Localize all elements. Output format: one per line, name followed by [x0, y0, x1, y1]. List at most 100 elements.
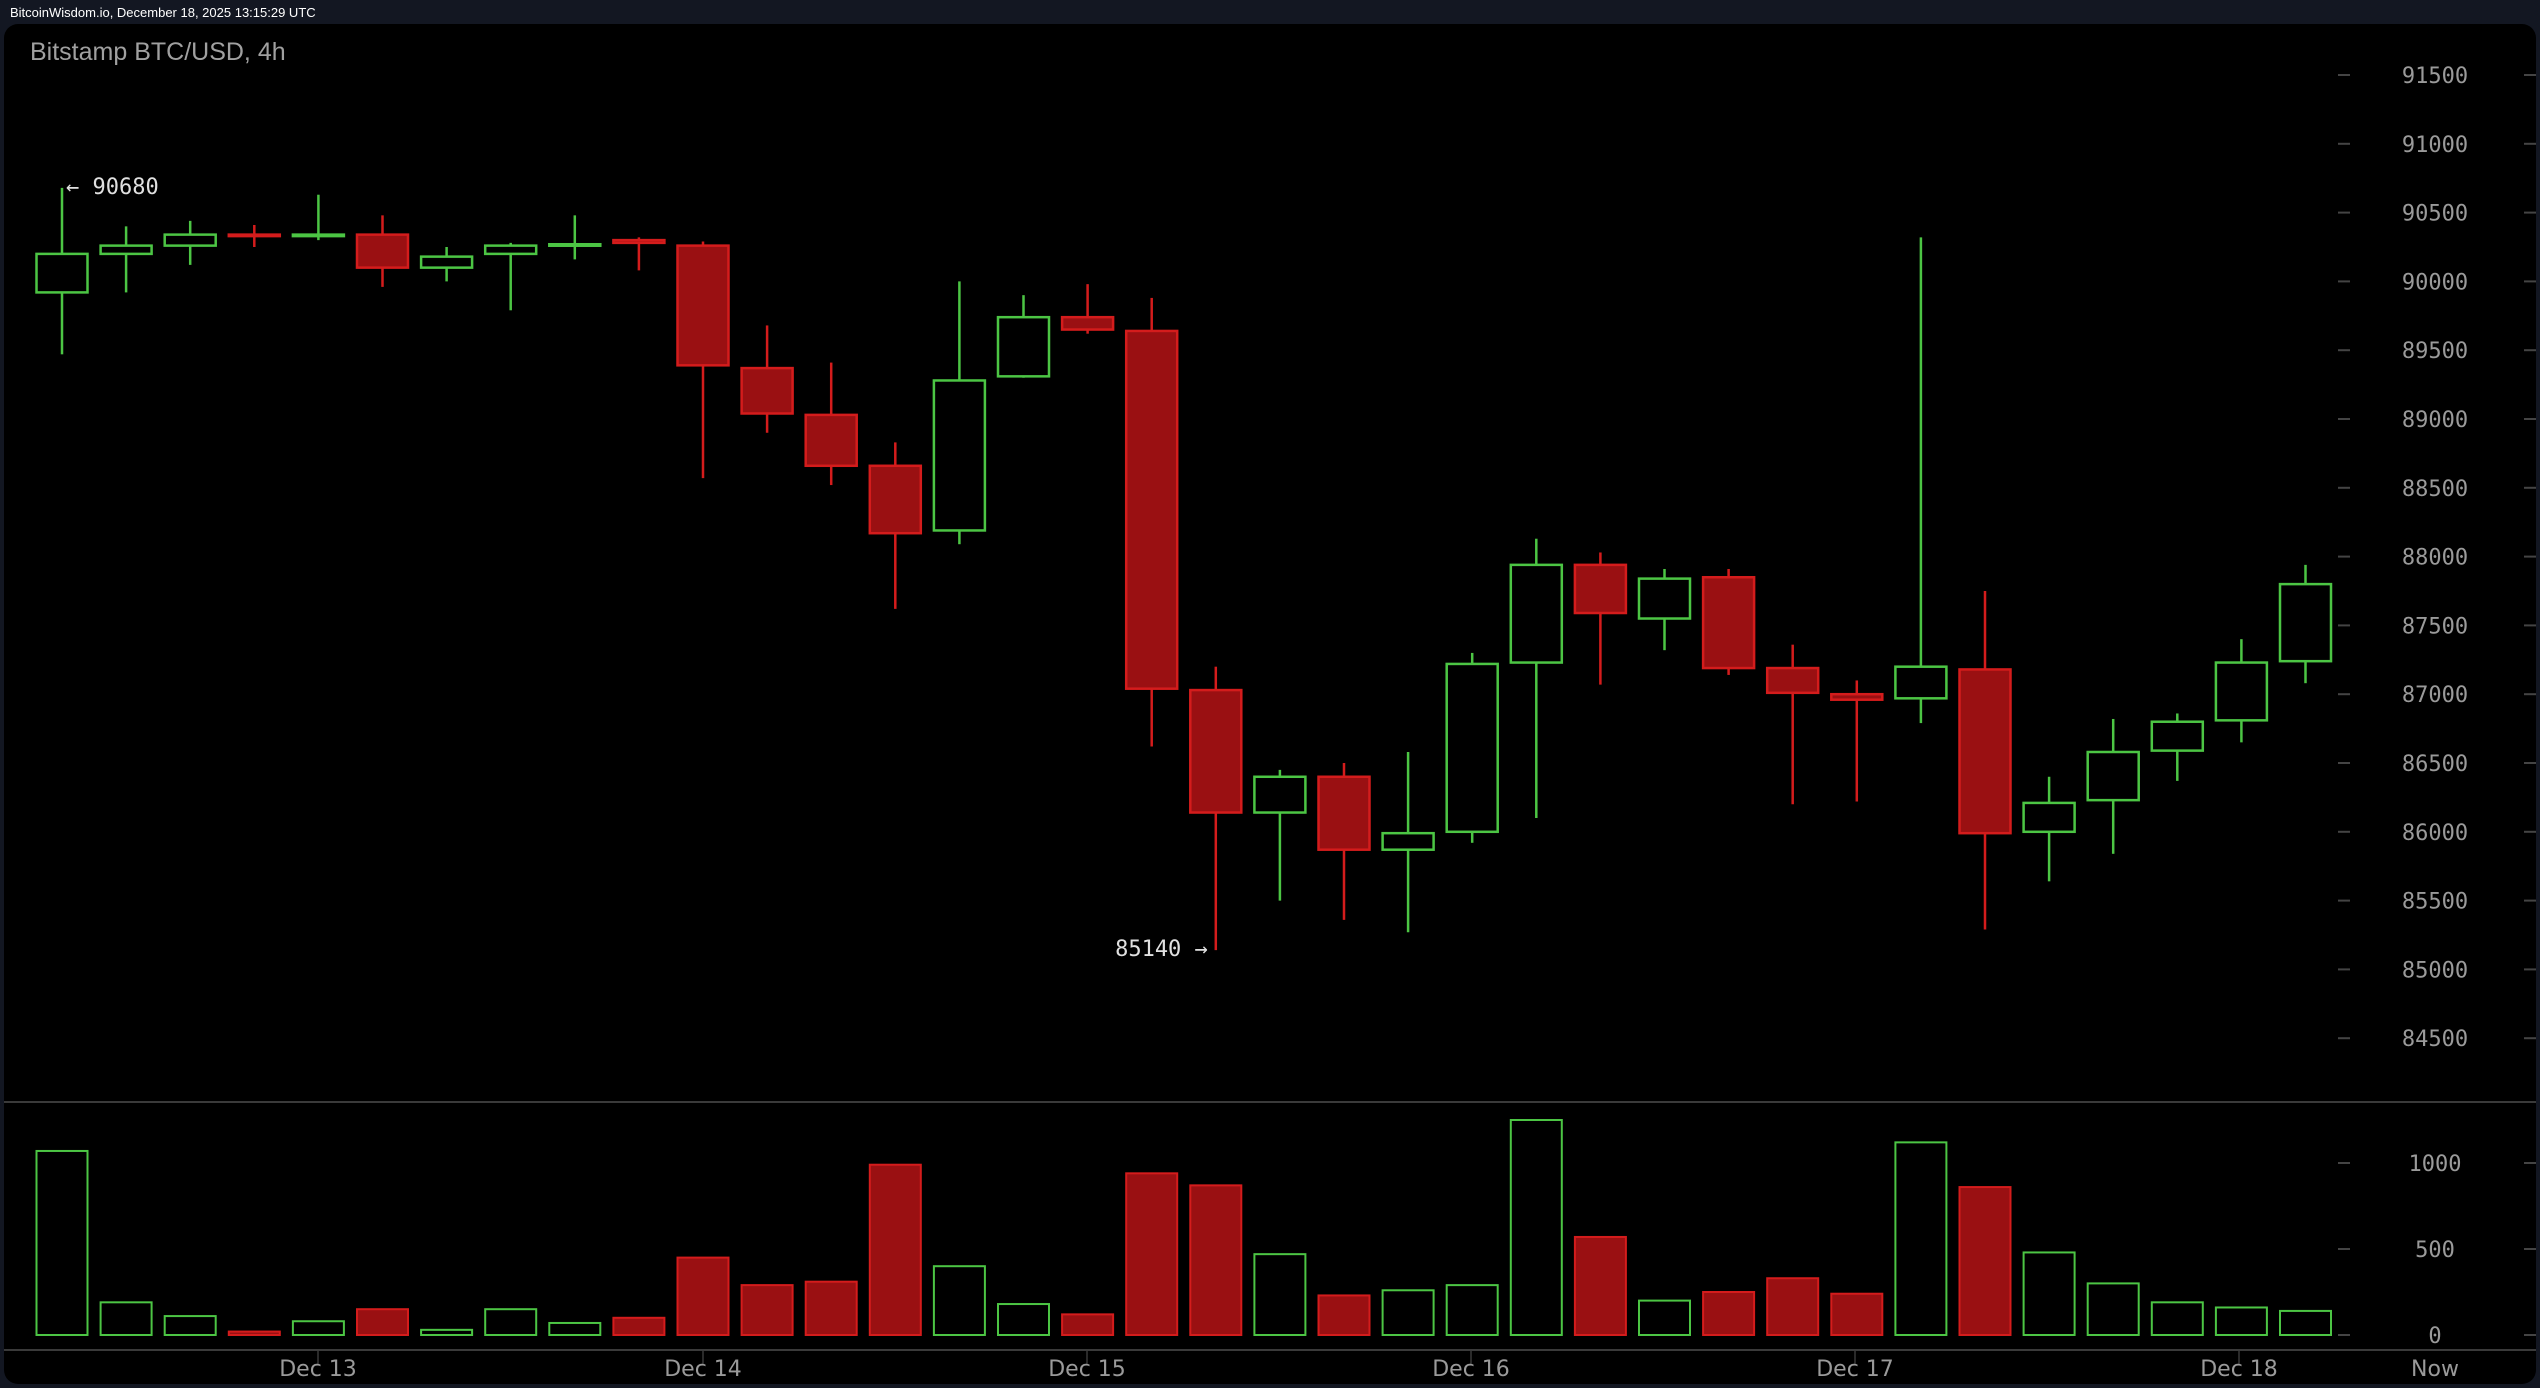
price-tick-label: 84500 [2402, 1027, 2468, 1052]
bullish-candle[interactable] [1894, 237, 1948, 724]
bearish-candle[interactable] [740, 325, 794, 433]
bullish-candle[interactable] [2278, 564, 2333, 684]
volume-bar [612, 1316, 666, 1337]
bullish-candle[interactable] [996, 295, 1051, 378]
price-axis: 91500 91000 90500 90000 89500 89000 88500 88000… [2338, 64, 2536, 1052]
volume-tick-label: 0 [2428, 1324, 2441, 1349]
volume-bar [1766, 1277, 1820, 1336]
bullish-candle[interactable] [2022, 776, 2076, 882]
price-annotations: ← 90680 85140 → [66, 175, 1208, 962]
bearish-candle[interactable] [1958, 591, 2012, 930]
volume-bar [997, 1303, 1050, 1337]
date-label: Dec 15 [1048, 1357, 1126, 1382]
price-tick-label: 85500 [2402, 890, 2468, 915]
bullish-candle[interactable] [2150, 713, 2205, 781]
panel-separator [4, 1101, 2536, 1351]
price-tick-label: 90000 [2402, 270, 2468, 295]
price-tick-label: 87000 [2402, 683, 2468, 708]
bullish-candle[interactable] [483, 242, 538, 311]
volume-bar [484, 1308, 538, 1336]
chart-title: Bitstamp BTC/USD, 4h [30, 38, 286, 66]
high-price-label: ← 90680 [66, 175, 159, 200]
candlestick-chart: 91500 91000 90500 90000 89500 89000 88500 88000… [4, 64, 2536, 1382]
volume-bar [740, 1284, 794, 1336]
volume-bar [1253, 1253, 1307, 1337]
price-tick-label: 89500 [2402, 339, 2468, 364]
bearish-candle[interactable] [868, 442, 923, 609]
time-axis: Dec 13 Dec 14 Dec 15 Dec 16 Dec 17 Dec 18 Now [279, 1351, 2459, 1382]
volume-bar [356, 1308, 409, 1336]
bearish-candle[interactable] [1701, 568, 1756, 675]
volume-layer [35, 1119, 2332, 1337]
bullish-candle[interactable] [2086, 718, 2140, 854]
bearish-candle[interactable] [804, 362, 858, 486]
bearish-candle[interactable] [612, 237, 666, 271]
volume-tick-label: 500 [2415, 1238, 2455, 1263]
source-timestamp: BitcoinWisdom.io, December 18, 2025 13:1… [10, 5, 316, 20]
volume-bar [932, 1265, 986, 1336]
bearish-candle[interactable] [1060, 284, 1115, 334]
bullish-candle[interactable] [35, 187, 89, 355]
bearish-candle[interactable] [1124, 297, 1179, 747]
volume-bar [2022, 1251, 2076, 1336]
date-label: Dec 13 [279, 1357, 357, 1382]
price-tick-label: 88500 [2402, 477, 2468, 502]
volume-bar [1573, 1235, 1627, 1336]
bullish-candle[interactable] [548, 215, 602, 260]
volume-bar [35, 1149, 89, 1336]
bullish-candle[interactable] [419, 247, 474, 282]
source-bar: BitcoinWisdom.io, December 18, 2025 13:1… [0, 0, 2540, 24]
volume-bar [1317, 1294, 1371, 1336]
volume-bar [99, 1301, 153, 1336]
volume-bar [1445, 1284, 1499, 1336]
volume-bar [1125, 1172, 1179, 1336]
bearish-candle[interactable] [1573, 552, 1628, 685]
now-label: Now [2411, 1357, 2459, 1382]
bearish-candle[interactable] [1317, 763, 1371, 920]
bearish-candle[interactable] [355, 215, 410, 287]
volume-axis: 1000 500 0 [2338, 1152, 2536, 1349]
volume-bar [1638, 1299, 1691, 1336]
volume-bar [1830, 1292, 1884, 1336]
price-tick-label: 89000 [2402, 408, 2468, 433]
volume-bar [2150, 1301, 2204, 1336]
date-label: Dec 16 [1432, 1357, 1510, 1382]
bullish-candle[interactable] [291, 194, 346, 241]
bullish-candle[interactable] [2214, 639, 2269, 743]
volume-bar [1189, 1184, 1243, 1336]
volume-bar [420, 1328, 474, 1336]
bearish-candle[interactable] [1830, 680, 1884, 802]
volume-bar [1061, 1313, 1115, 1336]
price-tick-label: 86000 [2402, 821, 2468, 846]
price-tick-label: 85000 [2402, 958, 2468, 983]
bullish-candle[interactable] [99, 226, 153, 293]
bullish-candle[interactable] [1253, 769, 1307, 901]
bullish-candle[interactable] [1381, 751, 1435, 933]
bullish-candle[interactable] [1509, 538, 1564, 819]
bearish-candle[interactable] [1765, 644, 1820, 805]
price-tick-label: 87500 [2402, 614, 2468, 639]
candles-layer [35, 187, 2333, 951]
volume-bar [163, 1315, 217, 1336]
volume-bar [868, 1163, 922, 1336]
volume-bar [804, 1280, 858, 1337]
volume-bar [1894, 1141, 1948, 1336]
price-tick-label: 86500 [2402, 752, 2468, 777]
volume-bar [2279, 1309, 2332, 1337]
volume-bar [291, 1320, 345, 1336]
price-tick-label: 91500 [2402, 64, 2468, 89]
bearish-candle[interactable] [676, 241, 730, 479]
bearish-candle[interactable] [1189, 666, 1243, 951]
date-label: Dec 17 [1816, 1357, 1894, 1382]
volume-bar [1381, 1289, 1435, 1337]
bearish-candle[interactable] [227, 224, 282, 247]
bullish-candle[interactable] [932, 281, 987, 545]
bullish-candle[interactable] [1637, 568, 1692, 651]
volume-bar [548, 1321, 602, 1336]
date-label: Dec 18 [2200, 1357, 2278, 1382]
price-tick-label: 91000 [2402, 133, 2468, 158]
bullish-candle[interactable] [1445, 652, 1499, 843]
volume-bar [2086, 1282, 2140, 1337]
bullish-candle[interactable] [163, 220, 217, 265]
volume-bar [676, 1256, 730, 1336]
